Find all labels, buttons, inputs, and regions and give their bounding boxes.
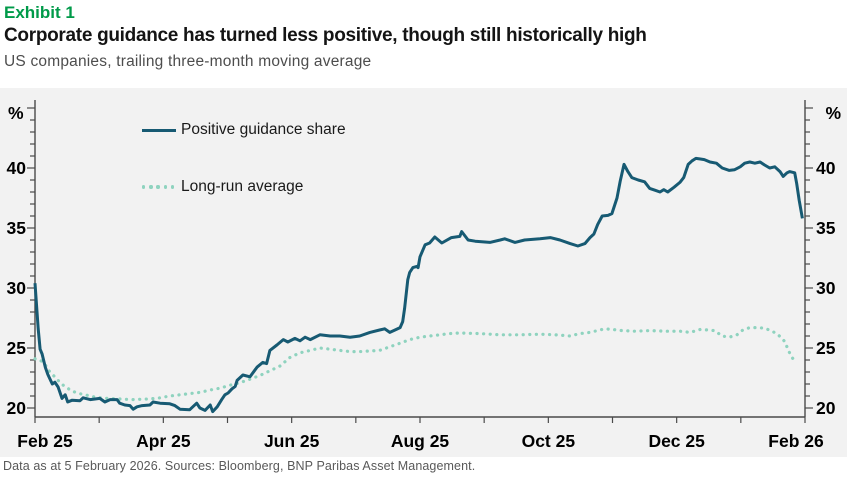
x-axis-tick-label: Oct 25: [522, 431, 576, 451]
x-axis-tick-label: Apr 25: [136, 431, 191, 451]
legend-item-long-run-average: Long-run average: [142, 178, 304, 195]
y-axis-unit-label: %: [825, 103, 841, 123]
chart-panel: 20 20 25 25 30 30 35 35 40 40%% Feb 25 Apr 25 Jun 25…: [0, 88, 847, 457]
legend-label: Positive guidance share: [181, 121, 346, 138]
y-axis-tick-label: 40: [816, 158, 836, 178]
chart-subtitle: US companies, trailing three-month movin…: [4, 53, 372, 70]
y-axis-unit-label: %: [8, 103, 24, 123]
exhibit-label: Exhibit 1: [4, 3, 75, 22]
y-axis-tick-label: 35: [816, 218, 836, 238]
x-axis-tick-label: Aug 25: [391, 431, 450, 451]
x-axis-tick-label: Feb 25: [17, 431, 73, 451]
x-axis-tick-label: Jun 25: [264, 431, 320, 451]
y-axis-tick-label: 35: [7, 218, 27, 238]
source-note: Data as at 5 February 2026. Sources: Blo…: [3, 459, 476, 473]
y-axis-tick-label: 25: [7, 338, 27, 358]
legend-item-positive-guidance: Positive guidance share: [142, 121, 346, 138]
y-axis-tick-label: 20: [816, 398, 836, 418]
chart-canvas: 20 20 25 25 30 30 35 35 40 40% % Feb 25 Apr 25 Jun 25…: [7, 100, 841, 451]
x-axis-tick-label: Feb 26: [768, 431, 824, 451]
long-run-average-line: [33, 326, 797, 402]
y-axis-tick-label: 30: [816, 278, 836, 298]
positive-guidance-line: [33, 156, 804, 414]
chart-title: Corporate guidance has turned less posit…: [4, 25, 647, 46]
legend-label: Long-run average: [181, 178, 304, 195]
dotted-line-swatch-icon: [142, 185, 176, 189]
y-axis-tick-label: 20: [7, 398, 27, 418]
y-axis-tick-label: 40: [7, 158, 27, 178]
y-axis-tick-label: 30: [7, 278, 27, 298]
solid-line-swatch-icon: [142, 128, 176, 132]
y-axis-tick-label: 25: [816, 338, 836, 358]
x-axis-tick-label: Dec 25: [648, 431, 705, 451]
